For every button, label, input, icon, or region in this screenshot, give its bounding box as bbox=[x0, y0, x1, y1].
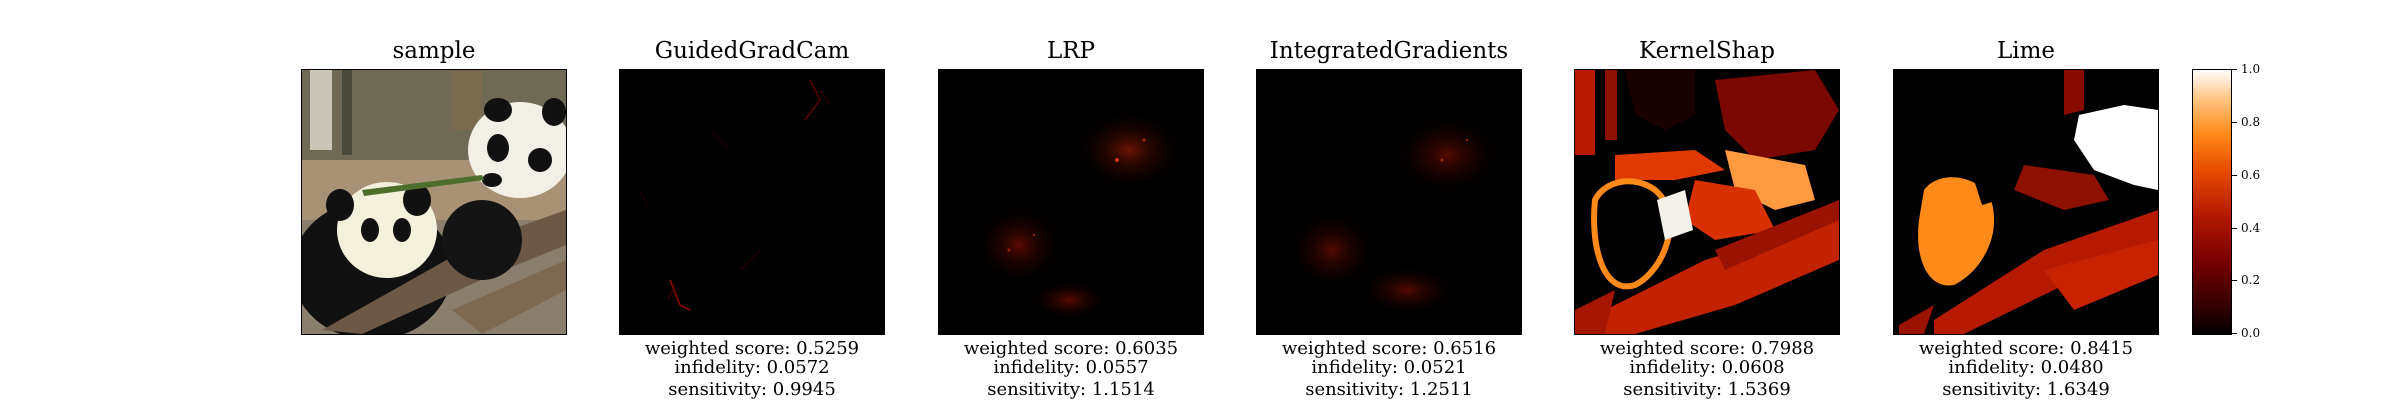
panel-title: sample bbox=[392, 38, 476, 64]
heatmap bbox=[1894, 70, 2158, 334]
heatmap bbox=[1575, 70, 1839, 334]
attribution-map-lime bbox=[1893, 69, 2159, 335]
attribution-map-lrp bbox=[938, 69, 1204, 335]
infidelity: infidelity: 0.0572 bbox=[674, 357, 830, 378]
colorbar-tick-label: 0.6 bbox=[2241, 168, 2261, 182]
colorbar-tick-mark bbox=[2231, 175, 2237, 176]
sensitivity: sensitivity: 1.6349 bbox=[1942, 379, 2110, 400]
weighted-score: weighted score: 0.6035 bbox=[963, 338, 1179, 359]
colorbar-tick-mark bbox=[2231, 333, 2237, 334]
panel-sample: sample bbox=[301, 0, 567, 400]
panel-title: KernelShap bbox=[1639, 38, 1775, 64]
panel-title: Lime bbox=[1996, 38, 2056, 64]
panda-photo bbox=[302, 70, 566, 334]
panel-title: IntegratedGradients bbox=[1269, 38, 1509, 64]
colorbar-tick-mark bbox=[2231, 280, 2237, 281]
sensitivity: sensitivity: 0.9945 bbox=[668, 379, 836, 400]
colorbar-tick-label: 1.0 bbox=[2241, 62, 2261, 76]
panel-lrp: LRP weighted score: 0.6035 infidelity: 0… bbox=[938, 0, 1204, 400]
weighted-score: weighted score: 0.5259 bbox=[644, 338, 860, 359]
infidelity: infidelity: 0.0608 bbox=[1629, 357, 1785, 378]
attribution-map-guidedgradcam bbox=[619, 69, 885, 335]
panel-kernelshap: KernelShap weighted score: 0.7988 infide… bbox=[1574, 0, 1840, 400]
sensitivity: sensitivity: 1.5369 bbox=[1623, 379, 1791, 400]
panel-lime: Lime weighted score: 0.8415 infidelity: … bbox=[1893, 0, 2159, 400]
panel-title: LRP bbox=[1046, 38, 1096, 64]
infidelity: infidelity: 0.0557 bbox=[993, 357, 1149, 378]
attribution-map-integratedgradients bbox=[1256, 69, 1522, 335]
colorbar-tick-label: 0.2 bbox=[2241, 273, 2261, 287]
heatmap bbox=[620, 70, 884, 334]
colorbar bbox=[2192, 69, 2232, 335]
infidelity: infidelity: 0.0521 bbox=[1311, 357, 1467, 378]
sample-image bbox=[301, 69, 567, 335]
panel-guidedgradcam: GuidedGradCam weighted score: 0.5259 inf… bbox=[619, 0, 885, 400]
heatmap bbox=[939, 70, 1203, 334]
attribution-map-kernelshap bbox=[1574, 69, 1840, 335]
panel-title: GuidedGradCam bbox=[654, 38, 850, 64]
colorbar-tick-mark bbox=[2231, 69, 2237, 70]
colorbar-tick-mark bbox=[2231, 122, 2237, 123]
colorbar-tick-label: 0.8 bbox=[2241, 115, 2261, 129]
infidelity: infidelity: 0.0480 bbox=[1948, 357, 2104, 378]
sensitivity: sensitivity: 1.1514 bbox=[987, 379, 1155, 400]
colorbar-tick-mark bbox=[2231, 228, 2237, 229]
panel-integratedgradients: IntegratedGradients weighted score: 0.65… bbox=[1256, 0, 1522, 400]
weighted-score: weighted score: 0.8415 bbox=[1918, 338, 2134, 359]
weighted-score: weighted score: 0.6516 bbox=[1281, 338, 1497, 359]
weighted-score: weighted score: 0.7988 bbox=[1599, 338, 1815, 359]
heatmap bbox=[1257, 70, 1521, 334]
sensitivity: sensitivity: 1.2511 bbox=[1305, 379, 1473, 400]
colorbar-tick-label: 0.4 bbox=[2241, 221, 2261, 235]
colorbar-tick-label: 0.0 bbox=[2241, 326, 2261, 340]
